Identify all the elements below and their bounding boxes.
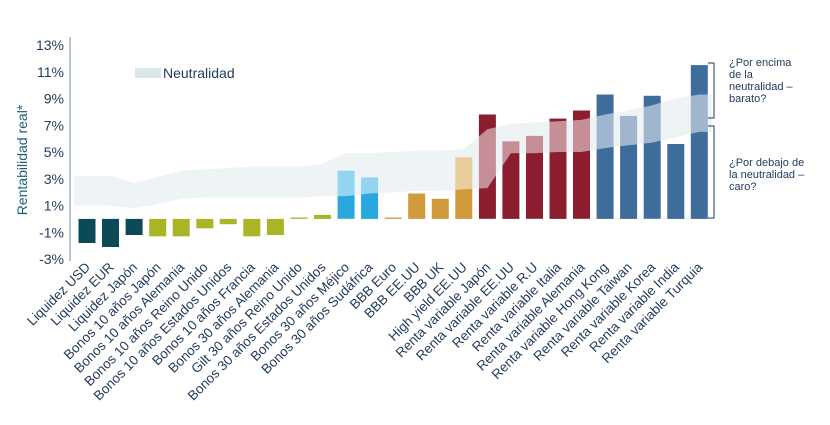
legend-swatch [135,68,161,78]
y-axis-label: Rentabilidad real* [14,104,30,215]
y-tick-label: 7% [44,117,64,133]
y-tick-label: 9% [44,91,64,107]
bar [596,94,614,219]
y-tick-label: -1% [39,224,64,240]
bar [243,218,261,237]
annotation-above-line: de la [729,69,754,81]
neutral-band-overlay [74,94,712,209]
legend: Neutralidad [135,65,235,81]
bar [149,218,167,237]
bar [690,65,708,219]
annotation-above-line: neutralidad – [729,81,793,93]
y-tick-label: 3% [44,171,64,187]
y-tick-label: 13% [36,37,64,53]
annotation-below-line: la neutralidad – [729,169,805,181]
bracket-below [708,125,715,219]
annotation-above-line: ¿Por encima [729,57,792,69]
annotation-below-line: caro? [729,181,757,193]
y-tick-label: 1% [44,198,64,214]
bar [78,218,96,243]
bar [431,198,449,219]
neutral-band-overlay-layer [74,94,712,209]
bar [408,193,426,219]
bar [125,218,143,235]
y-tick-label: 11% [37,64,64,80]
bar [102,218,119,247]
bar [172,218,190,237]
y-tick-label: -3% [39,251,64,267]
bracket-above [708,62,715,119]
bar [196,218,214,229]
legend-label: Neutralidad [163,65,235,81]
y-tick-labels: 13% 11% 9% 7% 5% 3% 1% -1% -3% [36,37,64,267]
bar [219,218,237,225]
annotation-above-line: barato? [729,93,766,105]
bar [384,217,402,219]
bar [266,218,284,235]
y-tick-label: 5% [44,144,64,160]
bar [314,214,331,219]
annotation-brackets [708,62,715,219]
bar [290,217,308,219]
bar [526,135,543,219]
annotation-below-line: ¿Por debajo de [729,157,804,169]
bar [502,141,520,219]
bar [667,144,685,219]
